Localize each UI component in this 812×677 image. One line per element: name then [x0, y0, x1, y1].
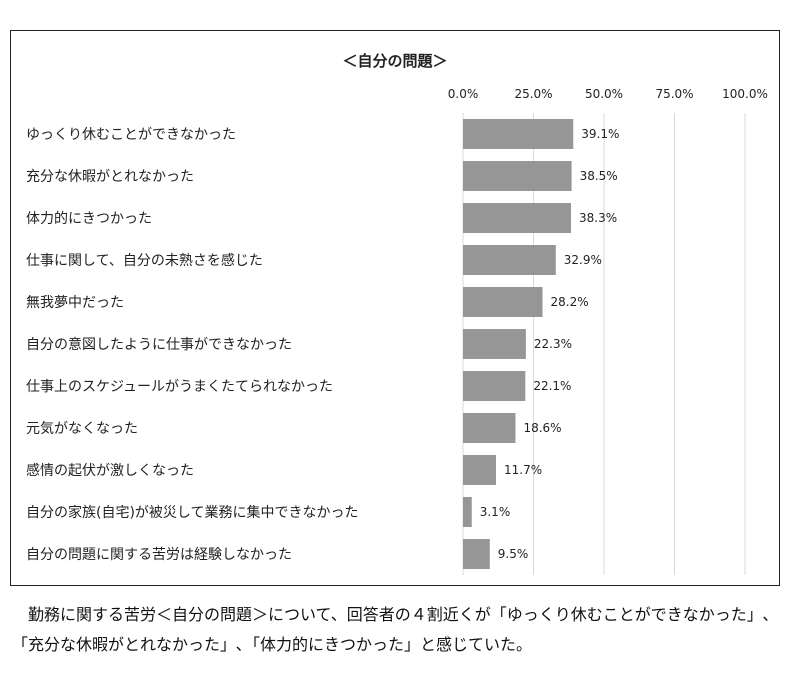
bar [463, 203, 572, 233]
category-label: 自分の家族(自宅)が被災して業務に集中できなかった [26, 504, 359, 521]
x-tick-label: 0.0% [448, 87, 479, 101]
bar [463, 455, 496, 485]
data-label: 32.9% [564, 253, 602, 267]
bar [463, 245, 556, 275]
data-label: 11.7% [504, 463, 542, 477]
category-label: 仕事上のスケジュールがうまくたてられなかった [26, 379, 333, 395]
x-tick-labels: 0.0% 25.0% 50.0% 75.0% 100.0% [448, 87, 768, 101]
chart-frame [10, 30, 780, 586]
category-label: 充分な休暇がとれなかった [26, 169, 194, 185]
data-label: 3.1% [480, 505, 511, 519]
data-label: 18.6% [523, 421, 561, 435]
x-tick-label: 25.0% [514, 87, 552, 101]
bar [463, 371, 526, 401]
chart-title: ＜自分の問題＞ [342, 52, 448, 70]
bars [463, 119, 574, 569]
data-label: 22.1% [533, 379, 571, 393]
bar [463, 413, 516, 443]
x-tick-label: 100.0% [722, 87, 768, 101]
category-labels: ゆっくり休むことができなかった充分な休暇がとれなかった体力的にきつかった仕事に関… [26, 127, 359, 563]
data-label: 39.1% [581, 127, 619, 141]
bar [463, 119, 574, 149]
category-label: 自分の意図したように仕事ができなかった [26, 336, 292, 353]
category-label: 体力的にきつかった [26, 211, 152, 227]
bar [463, 329, 526, 359]
category-label: 無我夢中だった [26, 295, 124, 311]
data-label: 28.2% [551, 295, 589, 309]
x-tick-label: 50.0% [585, 87, 623, 101]
caption-text: 勤務に関する苦労＜自分の問題＞について、回答者の４割近くが「ゆっくり休むことがで… [12, 605, 771, 654]
data-label: 9.5% [498, 547, 529, 561]
x-tick-label: 75.0% [655, 87, 693, 101]
category-label: 自分の問題に関する苦労は経験しなかった [26, 547, 292, 563]
category-label: ゆっくり休むことができなかった [26, 127, 236, 143]
data-label: 22.3% [534, 337, 572, 351]
bar [463, 161, 572, 191]
category-label: 感情の起伏が激しくなった [26, 462, 194, 479]
bar [463, 497, 472, 527]
data-label: 38.3% [579, 211, 617, 225]
bar [463, 539, 490, 569]
data-labels: 39.1% 38.5% 38.3% 32.9% 28.2% 22.3% 22.1% 18.6%… [480, 127, 620, 561]
category-label: 元気がなくなった [26, 421, 138, 437]
category-label: 仕事に関して、自分の未熟さを感じた [26, 252, 263, 269]
data-label: 38.5% [580, 169, 618, 183]
bar-chart: 0.0% 25.0% 50.0% 75.0% 100.0% 39.1% 38.5% 38.3… [26, 87, 768, 575]
bar [463, 287, 543, 317]
